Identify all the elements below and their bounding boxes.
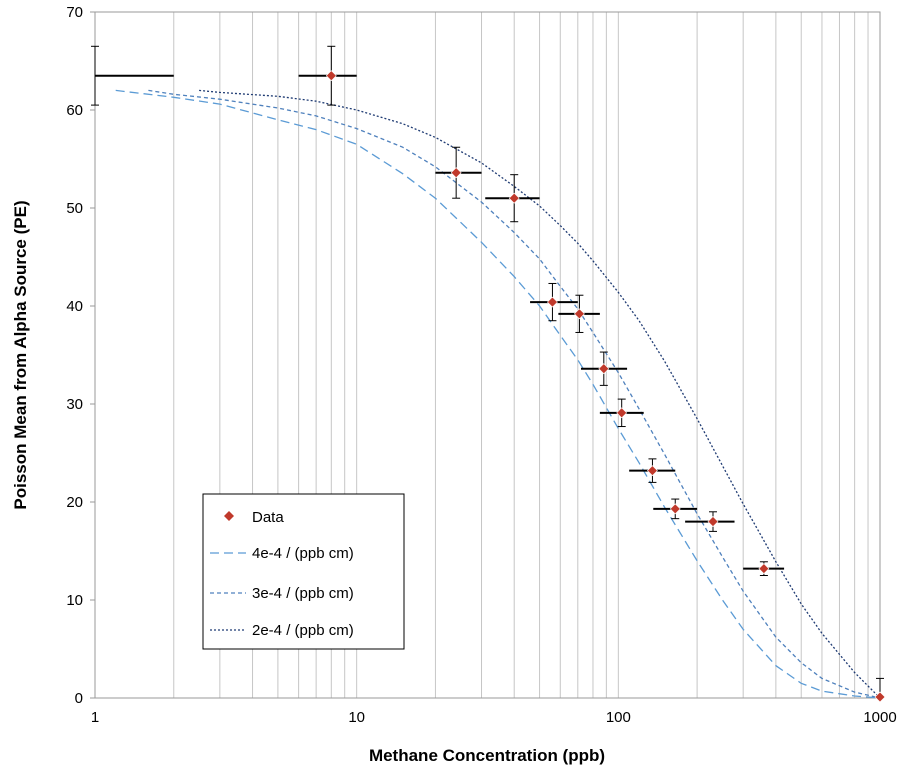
x-tick-label: 1000 xyxy=(863,709,896,726)
data-point xyxy=(547,296,558,308)
x-tick-label: 10 xyxy=(348,709,365,726)
data-point xyxy=(325,70,337,82)
data-point xyxy=(707,516,719,528)
data-point xyxy=(758,563,770,575)
legend-label-3e-4: 3e-4 / (ppb cm) xyxy=(252,585,354,602)
grid-lines xyxy=(173,12,869,698)
y-tick-label: 40 xyxy=(66,298,83,315)
y-tick-label: 20 xyxy=(66,494,83,511)
data-point xyxy=(450,167,462,179)
x-axis-title: Methane Concentration (ppb) xyxy=(369,746,605,765)
y-tick-label: 70 xyxy=(66,4,83,21)
data-point xyxy=(598,363,610,375)
data-point xyxy=(669,503,681,515)
legend-label-data: Data xyxy=(252,509,284,526)
x-tick-label: 1 xyxy=(91,709,99,726)
data-point xyxy=(874,691,886,703)
model-curve-1 xyxy=(148,89,881,699)
plot-area-border xyxy=(94,11,881,699)
legend-data-marker xyxy=(224,511,234,521)
y-tick-label: 50 xyxy=(66,200,83,217)
data-points xyxy=(325,70,886,703)
legend-label-2e-4: 2e-4 / (ppb cm) xyxy=(252,622,354,639)
y-tick-labels: 0 10 20 30 40 50 60 70 xyxy=(66,4,95,707)
y-tick-label: 60 xyxy=(66,102,83,119)
y-tick-label: 30 xyxy=(66,396,83,413)
y-axis-title: Poisson Mean from Alpha Source (PE) xyxy=(11,200,30,509)
legend: Data 4e-4 / (ppb cm) 3e-4 / (ppb cm) 2e-… xyxy=(202,493,405,650)
x-tick-labels: 1 10 100 1000 xyxy=(91,709,897,726)
data-point xyxy=(616,407,628,419)
model-curve-0 xyxy=(115,89,881,699)
legend-label-4e-4: 4e-4 / (ppb cm) xyxy=(252,545,354,562)
y-tick-label: 0 xyxy=(75,690,83,707)
data-point xyxy=(647,465,658,477)
y-tick-label: 10 xyxy=(66,592,83,609)
legend-box xyxy=(202,493,405,650)
data-point xyxy=(573,308,585,320)
data-point xyxy=(508,192,520,204)
x-tick-label: 100 xyxy=(606,709,631,726)
